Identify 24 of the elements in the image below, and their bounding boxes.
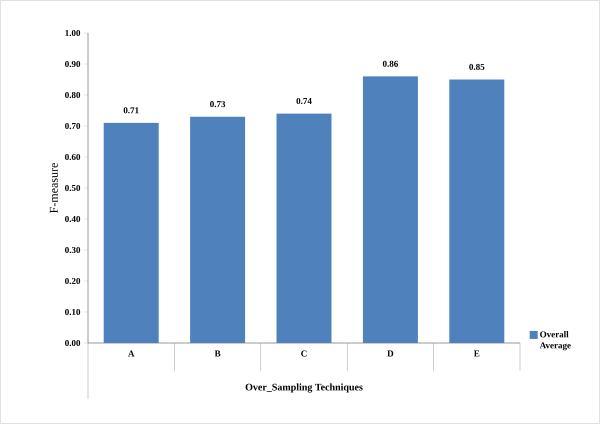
y-tick-label: 1.00 — [65, 30, 80, 36]
y-tick-label: 0.70 — [65, 122, 80, 130]
y-tick-label: 0.30 — [65, 246, 80, 254]
x-tick-label: B — [214, 350, 220, 356]
data-label: 0.86 — [382, 60, 398, 67]
x-tick-label: D — [387, 350, 394, 356]
y-tick-label: 0.50 — [65, 184, 80, 192]
data-label: 0.71 — [124, 107, 139, 114]
data-label: 0.85 — [469, 64, 484, 70]
y-tick-label: 0.40 — [65, 216, 80, 222]
y-tick-label: 0.60 — [65, 154, 80, 160]
data-label: 0.74 — [296, 98, 312, 104]
x-axis-title: Over_Sampling Techniques — [246, 383, 363, 393]
legend-label: Overall Average — [540, 331, 571, 350]
x-tick-label: C — [301, 350, 307, 357]
x-tick-label: A — [128, 350, 134, 356]
y-tick-label: 0.20 — [65, 278, 80, 284]
x-tick-label: E — [474, 350, 480, 356]
data-label: 0.73 — [210, 101, 226, 108]
y-tick-label: 0.00 — [65, 340, 80, 346]
y-tick-label: 0.90 — [65, 60, 80, 68]
y-tick-label: 0.80 — [65, 92, 80, 98]
y-tick-label: 0.10 — [65, 308, 80, 316]
y-axis-title: F-measure — [50, 163, 58, 213]
